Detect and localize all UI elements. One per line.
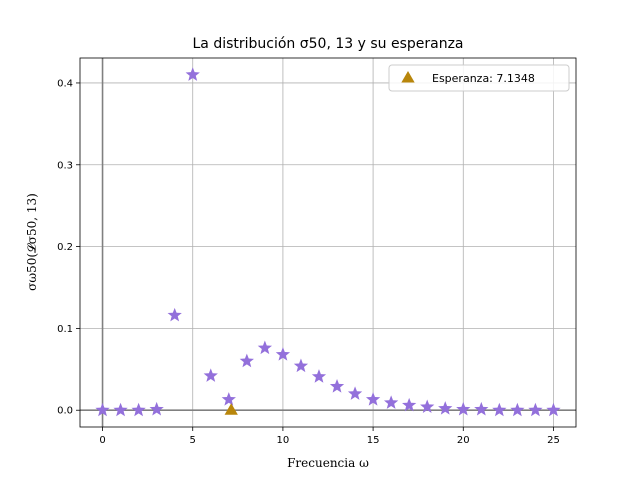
star-point [275, 347, 291, 361]
star-point [438, 401, 453, 415]
star-point [113, 402, 128, 417]
star-point [257, 340, 273, 355]
x-tick-label: 0 [99, 435, 105, 446]
star-point [546, 402, 561, 417]
legend-label: Esperanza: 7.1348 [432, 72, 535, 85]
star-point [311, 369, 327, 383]
star-point [221, 392, 236, 406]
legend: Esperanza: 7.1348 [388, 64, 570, 92]
x-tick-label: 5 [190, 435, 196, 446]
x-tick-label: 20 [457, 435, 470, 446]
star-point [510, 402, 525, 417]
star-point [185, 67, 200, 81]
star-point [383, 395, 399, 409]
chart-title: La distribución σ50, 13 y su esperanza [192, 36, 463, 52]
ticks: 0 5 10 15 20 25 0.0 0.1 0.2 0.3 0.4 [57, 78, 560, 446]
star-point [528, 402, 543, 417]
y-axis-label: σω50(𝓛σ50, 13) [25, 193, 39, 291]
star-point [365, 392, 381, 406]
data-marks [95, 67, 561, 417]
y-tick-label: 0.2 [57, 242, 73, 253]
star-point [131, 402, 146, 417]
x-tick-label: 15 [367, 435, 380, 446]
star-point [329, 379, 345, 393]
y-tick-label: 0.1 [57, 324, 73, 335]
star-point [203, 368, 218, 382]
star-point [293, 358, 309, 373]
star-point [347, 386, 363, 400]
zero-lines [80, 58, 576, 427]
star-point [239, 353, 254, 368]
y-tick-label: 0.4 [57, 78, 73, 89]
title-prefix: La distribución σ50, 13 y su esperanza [192, 36, 463, 52]
plot-frame [79, 57, 577, 428]
expectation-triangle-point [224, 403, 238, 415]
star-point [420, 399, 435, 414]
y-tick-label: 0.0 [57, 406, 73, 417]
star-point [456, 401, 471, 416]
star-point [95, 402, 110, 417]
legend-box [388, 64, 570, 92]
x-axis-label: Frecuencia ω [287, 456, 369, 470]
star-point [402, 397, 417, 412]
star-point [149, 401, 164, 416]
x-tick-label: 10 [277, 435, 290, 446]
star-point [167, 307, 182, 322]
star-point [492, 402, 507, 417]
x-tick-label: 25 [547, 435, 560, 446]
star-point [474, 401, 489, 416]
y-tick-label: 0.3 [57, 160, 73, 171]
legend-triangle-marker [401, 71, 415, 83]
